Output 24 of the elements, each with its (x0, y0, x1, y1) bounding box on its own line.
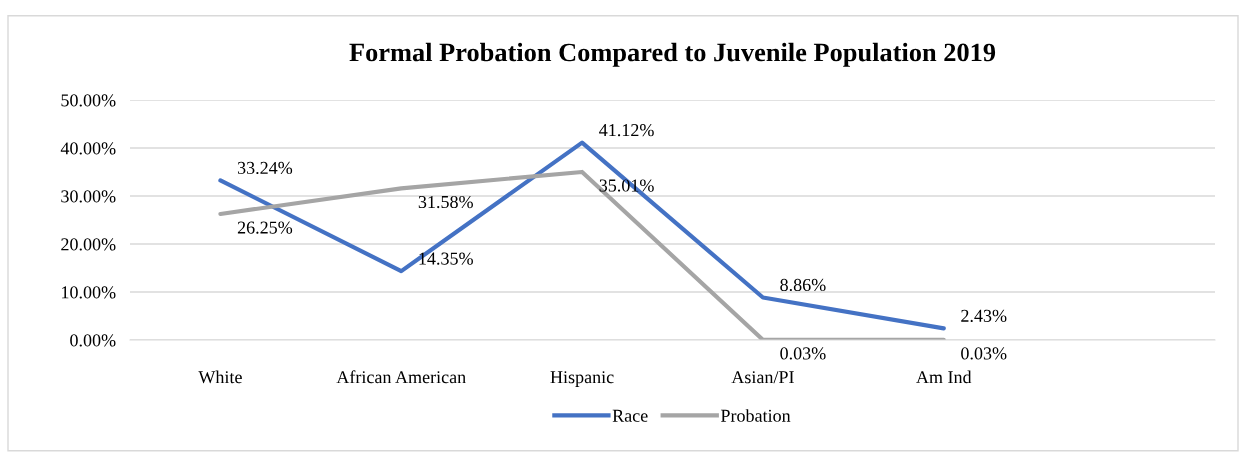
y-tick-label: 10.00% (62, 286, 116, 299)
y-tick-label: 50.00% (61, 94, 116, 107)
x-tick-label: Hispanic (550, 371, 614, 387)
y-tick-label: 40.00% (60, 142, 116, 155)
line-series (218, 140, 946, 331)
data-label: 31.58% (418, 195, 473, 209)
y-tick-label: 30.00% (61, 190, 116, 203)
data-label: 0.03% (780, 347, 826, 360)
data-label: 0.03% (961, 347, 1007, 360)
data-label: 2.43% (961, 309, 1007, 322)
data-label: 8.86% (780, 278, 826, 292)
x-tick-label: African American (336, 370, 466, 384)
data-label: 33.24% (237, 161, 293, 175)
x-tick-label: Am Ind (916, 370, 972, 384)
data-label: 14.35% (419, 252, 473, 265)
x-tick-label: Asian/PI (731, 371, 794, 384)
data-label: 26.25% (237, 221, 293, 234)
legend-label: Race (612, 409, 648, 422)
chart-title: Formal Probation Compared to Juvenile Population 2019 (349, 42, 996, 67)
y-tick-label: 20.00% (61, 238, 116, 251)
y-tick-label: 0.00% (70, 334, 116, 347)
legend-label: Probation (720, 409, 791, 422)
x-tick-label: White (198, 370, 242, 384)
data-label: 41.12% (599, 123, 654, 137)
